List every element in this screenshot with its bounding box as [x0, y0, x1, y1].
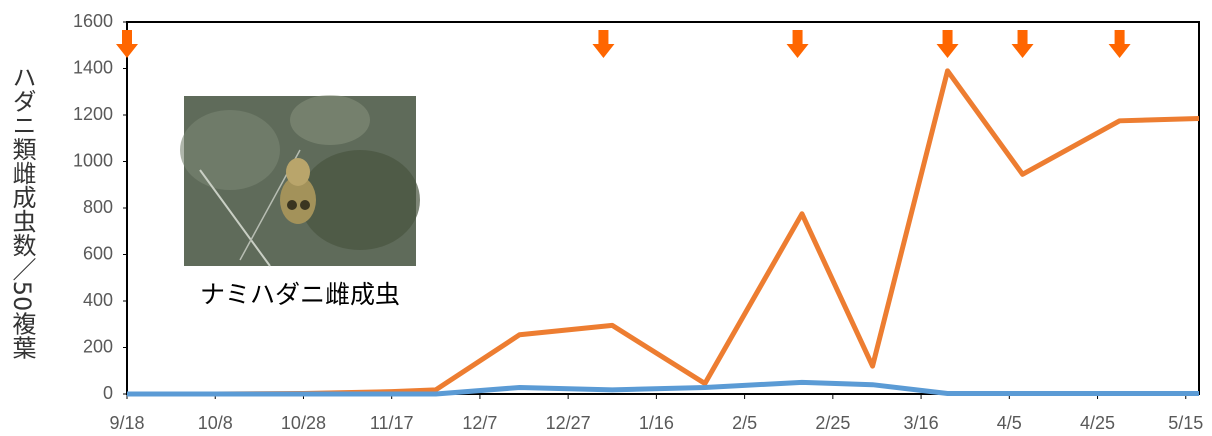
x-tick-label: 4/25 — [1080, 413, 1115, 433]
y-tick-label: 1400 — [73, 57, 113, 77]
x-tick-label: 1/16 — [639, 413, 674, 433]
y-tick-label: 1200 — [73, 104, 113, 124]
x-tick-label: 10/28 — [281, 413, 326, 433]
event-arrow — [1012, 30, 1034, 58]
x-tick-label: 3/16 — [904, 413, 939, 433]
y-axis-label: ハダニ類雌成虫数／50複葉 — [8, 65, 36, 360]
y-tick-label: 200 — [83, 336, 113, 356]
x-tick-label: 2/25 — [815, 413, 850, 433]
photo-caption: ナミハダニ雌成虫 — [200, 280, 400, 309]
photo — [180, 95, 420, 266]
event-arrow — [937, 30, 959, 58]
y-tick-label: 0 — [103, 383, 113, 403]
x-tick-label: 10/8 — [198, 413, 233, 433]
event-arrow — [1109, 30, 1131, 58]
y-tick-label: 600 — [83, 243, 113, 263]
x-tick-label: 2/5 — [732, 413, 757, 433]
y-tick-label: 800 — [83, 197, 113, 217]
event-arrow — [116, 30, 138, 58]
event-arrow — [592, 30, 614, 58]
series-line — [127, 382, 1199, 394]
y-tick-label: 400 — [83, 290, 113, 310]
event-arrow — [787, 30, 809, 58]
y-tick-label: 1000 — [73, 150, 113, 170]
x-tick-label: 12/27 — [546, 413, 591, 433]
y-tick-label: 1600 — [73, 11, 113, 31]
x-tick-label: 9/18 — [109, 413, 144, 433]
x-tick-label: 11/17 — [370, 413, 414, 433]
x-tick-label: 12/7 — [462, 413, 497, 433]
x-tick-label: 5/15 — [1168, 413, 1203, 433]
x-tick-label: 4/5 — [997, 413, 1022, 433]
chart: ハダニ類雌成虫数／50複葉 ナミハダニ雌成虫 0 200 400 600 800 1000… — [0, 0, 1212, 436]
